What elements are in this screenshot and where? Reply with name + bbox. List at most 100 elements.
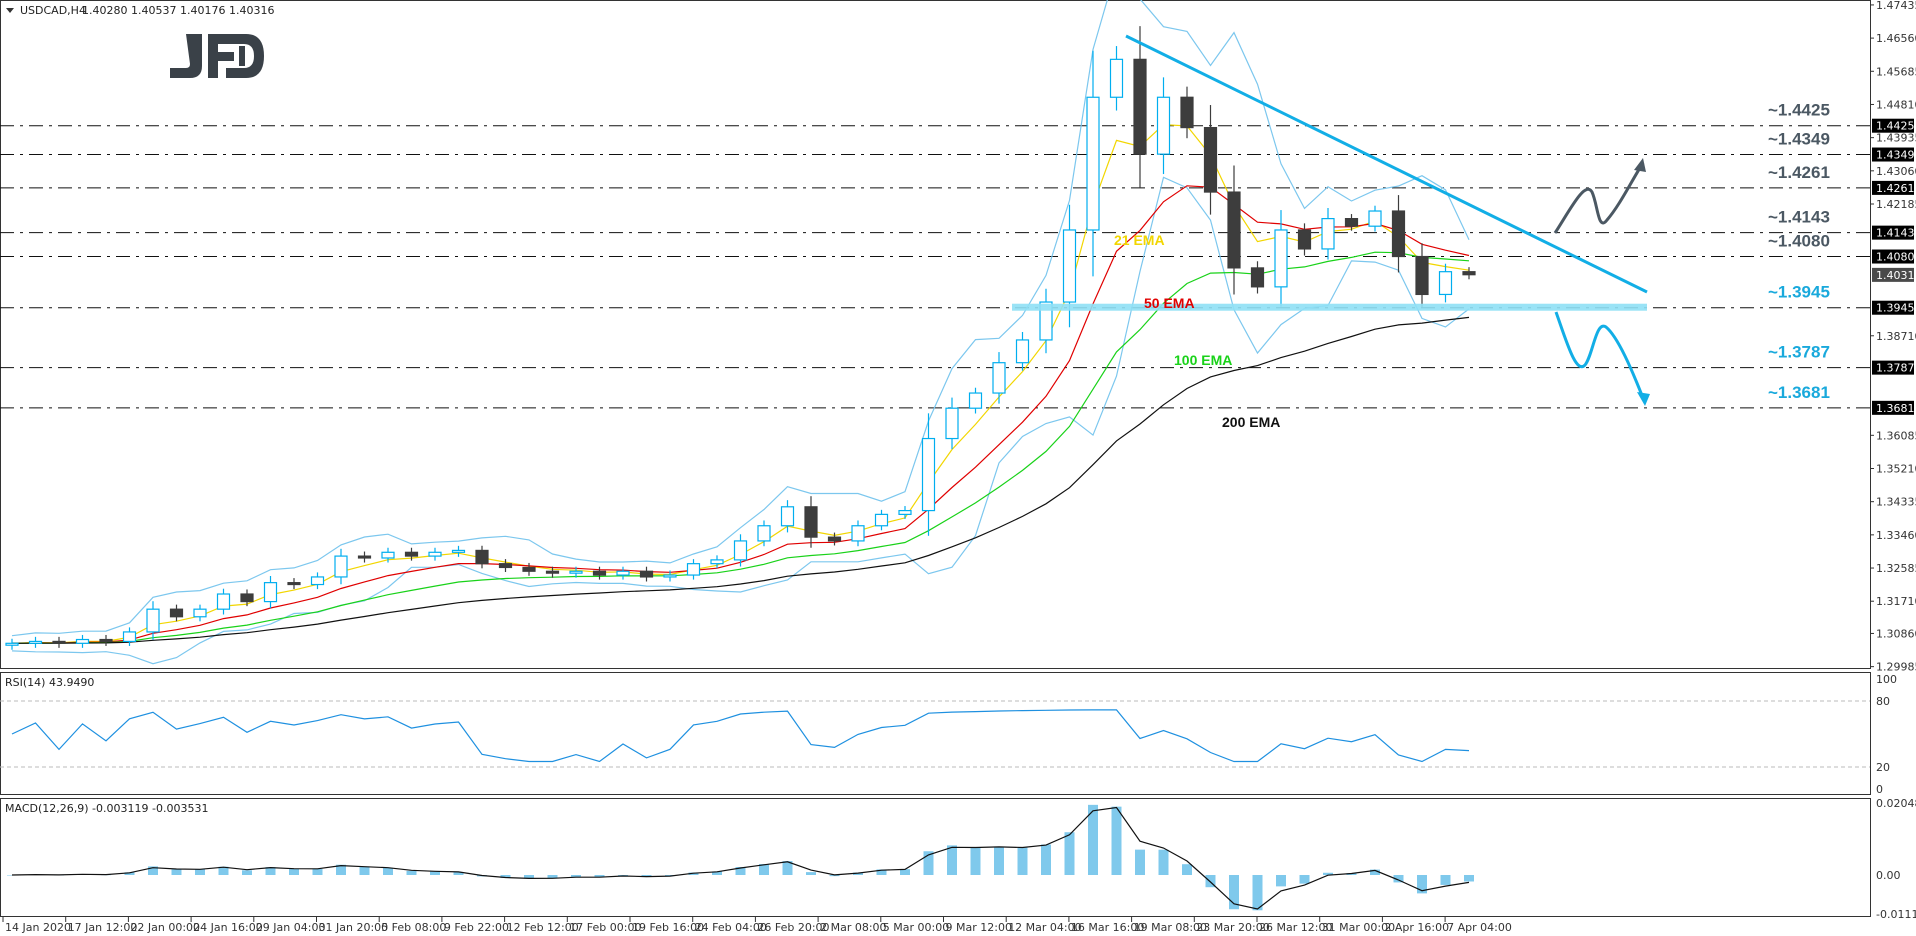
- candle-body: [1086, 96, 1100, 231]
- candle-body: [451, 549, 466, 553]
- price-tag: 1.41430: [1876, 227, 1916, 240]
- candle-body: [1156, 96, 1171, 155]
- candle: [1438, 263, 1453, 303]
- collapse-triangle-icon[interactable]: [6, 8, 14, 13]
- rsi-tick-label: 80: [1876, 695, 1890, 708]
- candle: [733, 534, 748, 567]
- macd-signal-line: [11, 806, 1470, 910]
- macd-histogram-bar: [853, 872, 863, 875]
- level-label: ~1.4080: [1768, 232, 1830, 251]
- candle: [522, 562, 536, 576]
- arrow-up-icon: [1634, 158, 1646, 172]
- price-tick-label: 1.47435: [1876, 0, 1916, 12]
- ema100-line: [11, 251, 1470, 644]
- candle: [827, 532, 842, 546]
- candle: [263, 576, 278, 609]
- candle: [498, 559, 513, 573]
- date-tick-label: 12 Feb 12:00: [507, 921, 579, 934]
- rsi-tick-label: 100: [1876, 673, 1897, 686]
- macd-histogram-bar: [900, 869, 910, 875]
- price-tick-label: 1.36085: [1876, 429, 1916, 442]
- candle: [780, 500, 795, 533]
- candle: [1227, 165, 1241, 295]
- price-tag-bg: [1872, 360, 1914, 375]
- macd-histogram-bar: [1276, 875, 1286, 887]
- price-tick-label: 1.33460: [1876, 529, 1916, 542]
- candle: [193, 604, 207, 622]
- macd-histogram-bar: [1088, 804, 1098, 875]
- macd-histogram-bar: [1417, 875, 1427, 894]
- bearish-scenario-arrow: [1554, 311, 1645, 399]
- date-tick-label: 16 Mar 16:00: [1071, 921, 1144, 934]
- candle-body: [851, 525, 865, 542]
- rsi-tick-label: 0: [1876, 783, 1883, 796]
- candle: [639, 566, 654, 582]
- macd-panel-frame: [0, 798, 1871, 917]
- candle: [804, 496, 818, 548]
- candle: [945, 397, 959, 450]
- macd-histogram-bar: [1229, 875, 1239, 910]
- rsi-panel-frame: [0, 672, 1871, 795]
- price-tag: 1.36810: [1876, 402, 1916, 415]
- logo-candle: [239, 46, 245, 66]
- candle: [592, 566, 607, 580]
- candle: [122, 627, 137, 646]
- candle: [992, 352, 1006, 404]
- candle-body: [381, 551, 395, 559]
- candle: [216, 588, 231, 615]
- macd-histogram-bar: [1464, 875, 1474, 882]
- macd-histogram-bar: [1182, 864, 1192, 875]
- candle-body: [898, 509, 912, 515]
- candle-body: [193, 608, 207, 618]
- candle-body: [827, 536, 842, 542]
- macd-histogram-bar: [806, 872, 816, 875]
- macd-tick-label: -0.011132: [1876, 908, 1916, 921]
- candle: [404, 547, 419, 561]
- logo-letter-f: [208, 34, 236, 78]
- ema200-line: [11, 316, 1470, 644]
- candle: [545, 566, 560, 578]
- rsi-line: [11, 709, 1470, 763]
- candle-body: [1250, 267, 1265, 288]
- macd-histogram-bar: [1135, 849, 1145, 875]
- macd-histogram-bar: [1041, 844, 1051, 875]
- candle: [663, 570, 677, 582]
- macd-histogram-bar: [265, 867, 276, 875]
- price-tag: 1.39450: [1876, 302, 1916, 315]
- candle-body: [1180, 96, 1194, 129]
- date-tick-label: 14 Jan 2020: [5, 921, 71, 934]
- candle: [1156, 77, 1171, 175]
- price-tag: 1.37870: [1876, 362, 1916, 375]
- price-tick-label: 1.42185: [1876, 198, 1916, 211]
- macd-histogram-bar: [641, 875, 652, 877]
- candle-body: [1015, 339, 1030, 364]
- candle-body: [52, 640, 66, 644]
- bullish-scenario-arrow: [1553, 162, 1645, 234]
- macd-tick-label: 0.00: [1876, 869, 1901, 882]
- candle: [1109, 46, 1124, 111]
- candle-body: [1297, 229, 1312, 250]
- candle: [710, 555, 724, 569]
- date-tick-label: 29 Jan 04:00: [256, 921, 326, 934]
- macd-histogram-bar: [547, 875, 558, 879]
- candle-body: [475, 549, 489, 565]
- candle-body: [240, 593, 254, 603]
- price-tick-label: 1.29985: [1876, 661, 1916, 674]
- arrow-down-icon: [1637, 392, 1650, 406]
- macd-histogram-bar: [218, 866, 229, 875]
- price-tick-label: 1.31710: [1876, 595, 1916, 608]
- ema-label: 200 EMA: [1222, 414, 1280, 430]
- candle-body: [663, 574, 677, 578]
- candle: [357, 551, 372, 563]
- macd-histogram-bar: [571, 875, 581, 877]
- candle: [1086, 50, 1100, 277]
- candle-body: [1438, 271, 1453, 296]
- level-label: ~1.3945: [1768, 283, 1830, 302]
- candle: [1321, 207, 1335, 260]
- candle-body: [357, 555, 372, 559]
- price-tag: 1.43490: [1876, 149, 1916, 162]
- macd-histogram-bar: [876, 869, 887, 875]
- candle-body: [1039, 301, 1053, 341]
- candle-body: [75, 638, 90, 644]
